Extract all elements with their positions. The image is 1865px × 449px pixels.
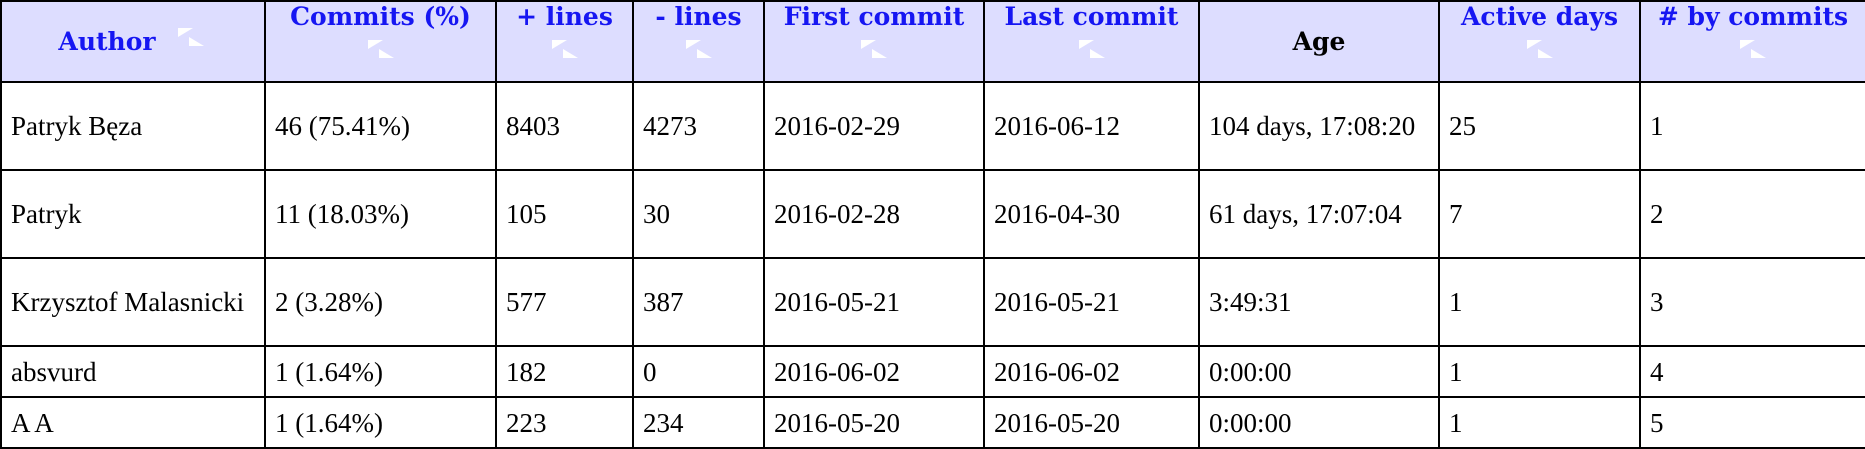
added-lines-cell: 105: [495, 169, 634, 259]
col-header-label: Age: [1292, 26, 1346, 56]
commits-cell: 2 (3.28%): [264, 257, 497, 347]
col-header-label[interactable]: + lines: [516, 2, 613, 31]
col-header-label[interactable]: Author: [58, 27, 156, 57]
last-commit-cell: 2016-05-20: [983, 396, 1200, 449]
col-header-commits[interactable]: Commits (%): [264, 0, 497, 83]
commits-cell: 46 (75.41%): [264, 81, 497, 171]
author-cell: Patryk Bęza: [0, 81, 266, 171]
author-cell: A A: [0, 396, 266, 449]
col-header-age: Age: [1198, 0, 1440, 83]
age-cell: 0:00:00: [1198, 345, 1440, 398]
added-lines-cell: 182: [495, 345, 634, 398]
col-header-label[interactable]: # by commits: [1657, 2, 1849, 31]
active-days-cell: 1: [1438, 345, 1641, 398]
last-commit-cell: 2016-06-12: [983, 81, 1200, 171]
first-commit-cell: 2016-02-28: [763, 169, 985, 259]
first-commit-cell: 2016-02-29: [763, 81, 985, 171]
sort-arrows-icon[interactable]: [1736, 38, 1770, 60]
author-cell: Patryk: [0, 169, 266, 259]
author-cell: absvurd: [0, 345, 266, 398]
sort-arrows-icon[interactable]: [682, 38, 716, 60]
commits-cell: 1 (1.64%): [264, 396, 497, 449]
commits-cell: 11 (18.03%): [264, 169, 497, 259]
table-row: absvurd 1 (1.64%) 182 0 2016-06-02 2016-…: [0, 345, 1865, 398]
removed-lines-cell: 387: [632, 257, 765, 347]
rank-cell: 5: [1639, 396, 1865, 449]
removed-lines-cell: 0: [632, 345, 765, 398]
last-commit-cell: 2016-05-21: [983, 257, 1200, 347]
sort-arrows-icon[interactable]: [857, 38, 891, 60]
first-commit-cell: 2016-06-02: [763, 345, 985, 398]
last-commit-cell: 2016-06-02: [983, 345, 1200, 398]
added-lines-cell: 577: [495, 257, 634, 347]
sort-arrows-icon[interactable]: [174, 26, 208, 48]
removed-lines-cell: 234: [632, 396, 765, 449]
col-header-label[interactable]: First commit: [783, 2, 965, 31]
active-days-cell: 25: [1438, 81, 1641, 171]
removed-lines-cell: 4273: [632, 81, 765, 171]
added-lines-cell: 223: [495, 396, 634, 449]
col-header-active-days[interactable]: Active days: [1438, 0, 1641, 83]
rank-cell: 4: [1639, 345, 1865, 398]
removed-lines-cell: 30: [632, 169, 765, 259]
col-header-removed-lines[interactable]: - lines: [632, 0, 765, 83]
sort-arrows-icon[interactable]: [364, 38, 398, 60]
added-lines-cell: 8403: [495, 81, 634, 171]
table-row: Patryk 11 (18.03%) 105 30 2016-02-28 201…: [0, 169, 1865, 259]
rank-cell: 2: [1639, 169, 1865, 259]
sort-arrows-icon[interactable]: [1075, 38, 1109, 60]
col-header-last-commit[interactable]: Last commit: [983, 0, 1200, 83]
age-cell: 0:00:00: [1198, 396, 1440, 449]
first-commit-cell: 2016-05-21: [763, 257, 985, 347]
first-commit-cell: 2016-05-20: [763, 396, 985, 449]
table-row: Krzysztof Malasnicki 2 (3.28%) 577 387 2…: [0, 257, 1865, 347]
col-header-rank-by-commits[interactable]: # by commits: [1639, 0, 1865, 83]
col-header-added-lines[interactable]: + lines: [495, 0, 634, 83]
col-header-label[interactable]: Last commit: [1004, 2, 1179, 31]
author-cell: Krzysztof Malasnicki: [0, 257, 266, 347]
active-days-cell: 1: [1438, 396, 1641, 449]
commits-cell: 1 (1.64%): [264, 345, 497, 398]
last-commit-cell: 2016-04-30: [983, 169, 1200, 259]
active-days-cell: 1: [1438, 257, 1641, 347]
sort-arrows-icon[interactable]: [1523, 38, 1557, 60]
rank-cell: 3: [1639, 257, 1865, 347]
age-cell: 61 days, 17:07:04: [1198, 169, 1440, 259]
col-header-label[interactable]: Commits (%): [290, 2, 471, 31]
col-header-label[interactable]: Active days: [1460, 2, 1619, 31]
table-row: A A 1 (1.64%) 223 234 2016-05-20 2016-05…: [0, 396, 1865, 449]
rank-cell: 1: [1639, 81, 1865, 171]
col-header-first-commit[interactable]: First commit: [763, 0, 985, 83]
col-header-author[interactable]: Author: [0, 0, 266, 83]
active-days-cell: 7: [1438, 169, 1641, 259]
table-header-row: Author Commits (%) + lines - lines First…: [0, 0, 1865, 83]
age-cell: 104 days, 17:08:20: [1198, 81, 1440, 171]
table-row: Patryk Bęza 46 (75.41%) 8403 4273 2016-0…: [0, 81, 1865, 171]
age-cell: 3:49:31: [1198, 257, 1440, 347]
sort-arrows-icon[interactable]: [548, 38, 582, 60]
col-header-label[interactable]: - lines: [655, 2, 742, 31]
